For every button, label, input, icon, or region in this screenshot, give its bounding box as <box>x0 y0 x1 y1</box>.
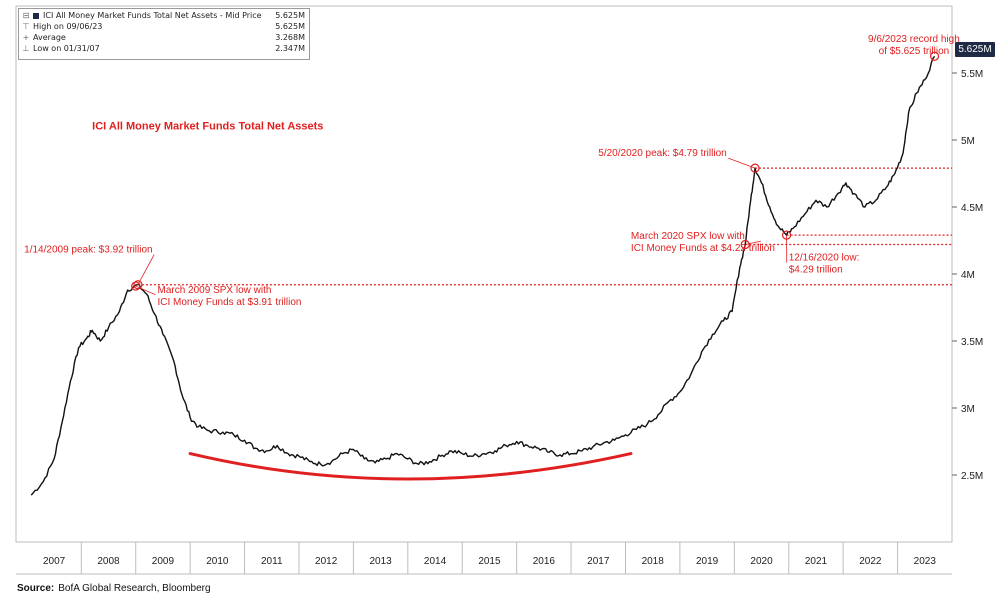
last-value-badge: 5.625M <box>955 42 995 57</box>
annotation-label: ICI Money Funds at $3.91 trillion <box>157 297 301 308</box>
series-swatch-icon <box>33 13 39 19</box>
y-tick-label: 5M <box>961 136 975 147</box>
average-marker-icon: + <box>22 33 30 42</box>
x-tick-label: 2021 <box>805 556 828 567</box>
annotation-marker <box>133 280 143 290</box>
x-tick-label: 2013 <box>369 556 392 567</box>
x-tick-label: 2010 <box>206 556 229 567</box>
legend-row-low: ⊥ Low on 01/31/07 2.347M <box>19 44 309 54</box>
x-tick-label: 2022 <box>859 556 882 567</box>
x-tick-label: 2019 <box>696 556 719 567</box>
legend-row-value: 5.625M <box>275 22 305 31</box>
y-tick-label: 5.5M <box>961 69 983 80</box>
x-tick-label: 2020 <box>750 556 773 567</box>
source-label: Source: <box>17 583 55 594</box>
legend-row-average: + Average 3.268M <box>19 33 309 43</box>
legend-row-value: 3.268M <box>275 33 305 42</box>
x-tick-label: 2015 <box>478 556 501 567</box>
y-tick-label: 3M <box>961 404 975 415</box>
annotation-label: ICI Money Funds at $4.22 trillion <box>631 243 775 254</box>
trend-curve <box>188 452 633 481</box>
annotation-label: March 2020 SPX low with <box>631 231 745 242</box>
annotation-label: 1/14/2009 peak: $3.92 trillion <box>24 245 152 256</box>
x-tick-label: 2023 <box>914 556 937 567</box>
x-tick-label: 2007 <box>43 556 66 567</box>
low-marker-icon: ⊥ <box>22 44 30 53</box>
annotation-leader <box>137 254 155 285</box>
annotation-marker <box>929 51 940 61</box>
x-tick-label: 2017 <box>587 556 610 567</box>
source-note: Source: BofA Global Research, Bloomberg <box>17 583 211 594</box>
x-tick-label: 2012 <box>315 556 338 567</box>
legend-title-value: 5.625M <box>275 11 305 20</box>
x-tick-label: 2009 <box>152 556 175 567</box>
annotation-leader <box>728 157 756 169</box>
y-tick-label: 4.5M <box>961 203 983 214</box>
x-tick-label: 2011 <box>261 556 283 567</box>
legend: ⊟ ICI All Money Market Funds Total Net A… <box>18 8 310 60</box>
legend-row-label: Average <box>33 33 66 42</box>
legend-row-label: Low on 01/31/07 <box>33 44 100 53</box>
chart-inner-title: ICI All Money Market Funds Total Net Ass… <box>92 120 323 132</box>
x-tick-label: 2014 <box>424 556 447 567</box>
annotation-marker <box>750 163 760 173</box>
x-tick-label: 2018 <box>642 556 665 567</box>
annotation-label: $4.29 trillion <box>789 265 843 276</box>
annotation-label: 12/16/2020 low: <box>789 253 860 264</box>
annotation-label: March 2009 SPX low with <box>157 285 271 296</box>
annotation-marker <box>740 239 750 250</box>
legend-row-label: High on 09/06/23 <box>33 22 103 31</box>
annotation-label: of $5.625 trillion <box>879 46 950 57</box>
collapse-icon[interactable]: ⊟ <box>22 11 30 20</box>
x-tick-label: 2008 <box>97 556 120 567</box>
annotation-leader <box>745 240 762 245</box>
high-marker-icon: ⊤ <box>22 22 30 31</box>
annotation-marker <box>131 281 141 291</box>
y-tick-label: 4M <box>961 270 975 281</box>
annotation-label: 5/20/2020 peak: $4.79 trillion <box>598 148 726 159</box>
legend-title-label: ICI All Money Market Funds Total Net Ass… <box>43 11 262 20</box>
source-text: BofA Global Research, Bloomberg <box>58 583 211 594</box>
legend-row-high: ⊤ High on 09/06/23 5.625M <box>19 22 309 32</box>
annotation-leader <box>135 285 156 296</box>
y-tick-label: 2.5M <box>961 471 983 482</box>
x-tick-label: 2016 <box>533 556 556 567</box>
legend-title-row: ⊟ ICI All Money Market Funds Total Net A… <box>19 11 309 21</box>
legend-row-value: 2.347M <box>275 44 305 53</box>
series-line <box>30 55 936 496</box>
y-tick-label: 3.5M <box>961 337 983 348</box>
annotation-label: 9/6/2023 record high <box>868 34 960 45</box>
